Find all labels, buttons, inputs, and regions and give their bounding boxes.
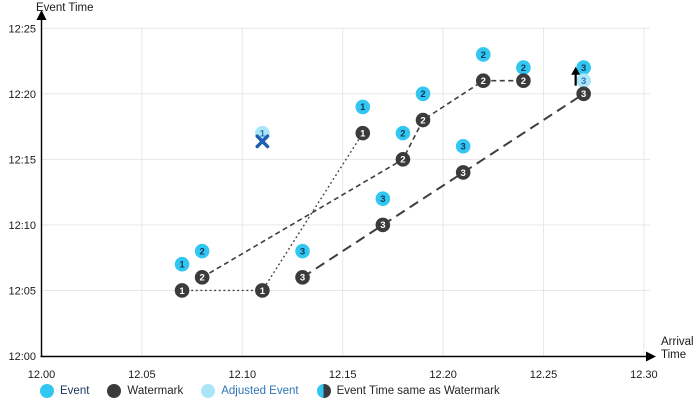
watermark-marker-3: 3 <box>375 217 391 233</box>
x-axis-title-line2: Time <box>661 349 687 361</box>
svg-text:1: 1 <box>179 286 185 297</box>
moved-up-arrow-icon <box>571 66 581 86</box>
svg-text:3: 3 <box>380 194 385 205</box>
watermark-marker-1: 1 <box>355 125 371 141</box>
legend-item-half: Event Time same as Watermark <box>316 384 500 398</box>
watermark-marker-2: 2 <box>395 152 411 167</box>
watermark-marker-2: 2 <box>516 73 531 88</box>
watermark-line-1 <box>182 132 364 292</box>
svg-text:2: 2 <box>420 115 425 126</box>
svg-text:2: 2 <box>199 273 204 284</box>
svg-text:1: 1 <box>360 128 366 139</box>
y-tick-label: 12:05 <box>8 285 36 297</box>
svg-text:2: 2 <box>400 128 405 139</box>
legend-label: Adjusted Event <box>221 385 299 397</box>
legend-label: Event Time same as Watermark <box>336 385 500 397</box>
x-tick-label: 12.10 <box>229 369 257 381</box>
event-marker-3: 3 <box>455 138 471 154</box>
svg-text:1: 1 <box>360 102 366 113</box>
x-tick-label: 12.00 <box>28 369 56 381</box>
tick-labels: 12:00 12:05 12:10 12:15 12:20 12:25 12.00 12.05… <box>8 23 657 381</box>
watermark-marker-3: 3 <box>455 165 471 180</box>
x-axis-title: Arrival Time <box>661 336 694 362</box>
y-axis-title: Event Time <box>36 2 94 14</box>
svg-text:3: 3 <box>300 273 305 284</box>
x-tick-label: 12.15 <box>329 369 357 381</box>
crossed-out-x-icon <box>255 134 270 149</box>
legend-label: Event <box>60 385 90 397</box>
chart-plot-area: 12:00 12:05 12:10 12:15 12:20 12:25 12.00 12.05… <box>8 10 658 381</box>
svg-text:2: 2 <box>481 76 486 87</box>
event-marker-2: 2 <box>516 60 531 75</box>
event-marker-2: 2 <box>194 243 210 259</box>
y-tick-label: 12:15 <box>8 154 36 166</box>
event-marker-2: 2 <box>475 47 491 62</box>
svg-text:2: 2 <box>420 89 425 100</box>
svg-text:1: 1 <box>260 128 266 139</box>
watermark-lines <box>182 79 585 292</box>
y-tick-label: 12:20 <box>8 89 36 101</box>
svg-text:3: 3 <box>380 220 385 231</box>
x-tick-label: 12.30 <box>630 369 658 381</box>
legend-item-adjusted: Adjusted Event <box>201 384 299 398</box>
watermark-marker-1: 1 <box>255 283 270 298</box>
event-marker-3: 3 <box>576 60 591 75</box>
axes <box>36 10 656 362</box>
y-tick-label: 12:10 <box>8 220 36 232</box>
watermark-marker-2: 2 <box>194 270 210 285</box>
watermark-line-2 <box>201 79 524 279</box>
legend-item-watermark: Watermark <box>107 384 183 398</box>
event-marker-2: 2 <box>415 86 431 102</box>
event-swatch-icon <box>40 384 54 398</box>
legend-label: Watermark <box>127 385 184 397</box>
svg-text:1: 1 <box>260 286 266 297</box>
event-marker-3: 3 <box>295 243 310 259</box>
y-tick-label: 12:00 <box>8 351 36 363</box>
event-marker-1: 1 <box>174 256 190 272</box>
svg-text:3: 3 <box>461 142 466 153</box>
event-marker-1: 1 <box>355 99 371 115</box>
x-tick-label: 12.05 <box>128 369 156 381</box>
y-tick-label: 12:25 <box>8 23 36 35</box>
svg-text:2: 2 <box>199 246 204 257</box>
svg-text:3: 3 <box>300 246 305 257</box>
x-tick-label: 12.25 <box>530 369 558 381</box>
svg-text:3: 3 <box>581 76 586 87</box>
svg-text:1: 1 <box>179 260 185 271</box>
svg-text:3: 3 <box>461 168 466 179</box>
watermark-marker-2: 2 <box>415 112 431 128</box>
legend-item-event: Event <box>40 384 89 398</box>
svg-text:2: 2 <box>400 155 405 166</box>
legend: Event Watermark Adjusted Event Event Time s… <box>40 384 500 398</box>
x-tick-label: 12.20 <box>429 369 457 381</box>
svg-text:2: 2 <box>481 50 486 61</box>
svg-text:3: 3 <box>581 63 586 74</box>
watermark-marker-2: 2 <box>475 73 491 88</box>
gridlines <box>41 27 650 356</box>
svg-text:2: 2 <box>521 76 526 87</box>
markers: 1 1 1 1 1 1 2 2 2 2 2 2 2 2 2 2 3 3 3 3 3 3 3 3 3 <box>174 47 591 298</box>
watermark-marker-1: 1 <box>174 283 190 298</box>
adjusted-swatch-icon <box>201 384 216 398</box>
svg-text:2: 2 <box>521 63 526 74</box>
svg-text:3: 3 <box>581 89 586 100</box>
y-axis-arrow-icon <box>36 10 47 20</box>
watermark-marker-3: 3 <box>295 270 310 285</box>
watermark-swatch-icon <box>107 384 122 398</box>
watermark-line-3 <box>301 92 585 279</box>
watermark-marker-3: 3 <box>576 86 591 102</box>
event-marker-3: 3 <box>375 191 391 206</box>
x-axis-arrow-icon <box>646 351 656 362</box>
event-marker-2: 2 <box>395 125 411 141</box>
x-axis-title-line1: Arrival <box>661 336 694 348</box>
adjusted-event-marker-3: 3 <box>576 73 591 88</box>
half-swatch-icon <box>316 384 331 398</box>
